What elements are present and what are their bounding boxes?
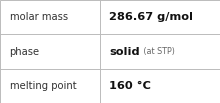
Text: melting point: melting point (10, 81, 76, 91)
Text: phase: phase (10, 46, 40, 57)
Text: 160 °C: 160 °C (109, 81, 151, 91)
Text: 286.67 g/mol: 286.67 g/mol (109, 12, 193, 22)
Text: solid: solid (109, 46, 139, 57)
Text: molar mass: molar mass (10, 12, 68, 22)
Text: (at STP): (at STP) (141, 47, 175, 56)
